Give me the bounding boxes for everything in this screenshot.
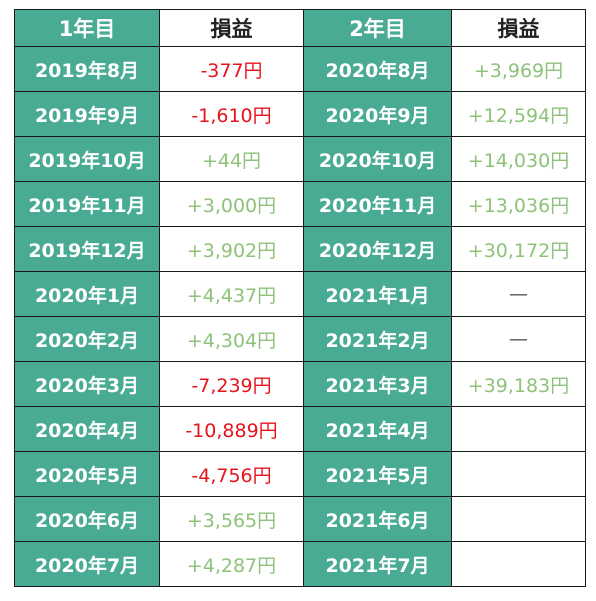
pl2-header: 損益 (451, 9, 586, 47)
year1-month-cell: 2019年11月 (14, 181, 160, 227)
year2-profit-loss-cell: +13,036円 (451, 181, 586, 227)
year2-month-cell: 2021年1月 (303, 271, 452, 317)
year1-profit-loss-cell: +3,565円 (159, 496, 304, 542)
year1-month-cell: 2019年10月 (14, 136, 160, 182)
table-row: 2019年11月 +3,000円 2020年11月 +13,036円 (14, 181, 586, 227)
year2-month-cell: 2021年3月 (303, 361, 452, 407)
table-row: 2020年5月 -4,756円 2021年5月 (14, 451, 586, 497)
year2-month-cell: 2020年8月 (303, 46, 452, 92)
year2-month-cell: 2021年6月 (303, 496, 452, 542)
year2-month-cell: 2021年2月 (303, 316, 452, 362)
year1-profit-loss-cell: +4,304円 (159, 316, 304, 362)
table-body: 2019年8月 -377円 2020年8月 +3,969円 2019年9月 -1,610円… (14, 46, 586, 587)
pl1-header: 損益 (159, 9, 304, 47)
year1-profit-loss-cell: -7,239円 (159, 361, 304, 407)
year1-month-cell: 2019年9月 (14, 91, 160, 137)
year1-month-cell: 2019年8月 (14, 46, 160, 92)
year2-month-cell: 2020年9月 (303, 91, 452, 137)
year1-profit-loss-cell: -1,610円 (159, 91, 304, 137)
table-row: 2020年7月 +4,287円 2021年7月 (14, 541, 586, 587)
year2-profit-loss-cell: +30,172円 (451, 226, 586, 272)
table-row: 2020年3月 -7,239円 2021年3月 +39,183円 (14, 361, 586, 407)
table-row: 2019年9月 -1,610円 2020年9月 +12,594円 (14, 91, 586, 137)
year2-profit-loss-cell: +39,183円 (451, 361, 586, 407)
year2-profit-loss-cell (451, 496, 586, 542)
table-row: 2020年6月 +3,565円 2021年6月 (14, 496, 586, 542)
year1-month-cell: 2019年12月 (14, 226, 160, 272)
year1-month-cell: 2020年7月 (14, 541, 160, 587)
year2-profit-loss-cell: — (451, 271, 586, 317)
table-row: 2019年10月 +44円 2020年10月 +14,030円 (14, 136, 586, 182)
year1-month-cell: 2020年6月 (14, 496, 160, 542)
year2-profit-loss-cell (451, 541, 586, 587)
year2-month-cell: 2021年5月 (303, 451, 452, 497)
year2-profit-loss-cell (451, 406, 586, 452)
year1-month-cell: 2020年5月 (14, 451, 160, 497)
year1-profit-loss-cell: +4,287円 (159, 541, 304, 587)
year1-month-cell: 2020年3月 (14, 361, 160, 407)
header-row: 1年目 損益 2年目 損益 (14, 9, 586, 47)
year2-month-cell: 2021年4月 (303, 406, 452, 452)
year2-month-cell: 2021年7月 (303, 541, 452, 587)
table-row: 2020年1月 +4,437円 2021年1月 — (14, 271, 586, 317)
year1-header: 1年目 (14, 9, 160, 47)
year2-month-cell: 2020年10月 (303, 136, 452, 182)
year2-header: 2年目 (303, 9, 452, 47)
year2-month-cell: 2020年11月 (303, 181, 452, 227)
table-row: 2019年12月 +3,902円 2020年12月 +30,172円 (14, 226, 586, 272)
table-row: 2020年4月 -10,889円 2021年4月 (14, 406, 586, 452)
year1-profit-loss-cell: +4,437円 (159, 271, 304, 317)
profit-loss-table: 1年目 損益 2年目 損益 2019年8月 -377円 2020年8月 +3,969円… (14, 9, 586, 587)
year2-profit-loss-cell: — (451, 316, 586, 362)
year1-profit-loss-cell: -4,756円 (159, 451, 304, 497)
year2-profit-loss-cell: +14,030円 (451, 136, 586, 182)
year2-profit-loss-cell: +12,594円 (451, 91, 586, 137)
year1-month-cell: 2020年1月 (14, 271, 160, 317)
year1-profit-loss-cell: +3,902円 (159, 226, 304, 272)
year1-profit-loss-cell: +44円 (159, 136, 304, 182)
year2-profit-loss-cell: +3,969円 (451, 46, 586, 92)
year1-profit-loss-cell: -377円 (159, 46, 304, 92)
year2-month-cell: 2020年12月 (303, 226, 452, 272)
table-row: 2020年2月 +4,304円 2021年2月 — (14, 316, 586, 362)
table-row: 2019年8月 -377円 2020年8月 +3,969円 (14, 46, 586, 92)
year2-profit-loss-cell (451, 451, 586, 497)
year1-profit-loss-cell: +3,000円 (159, 181, 304, 227)
year1-month-cell: 2020年2月 (14, 316, 160, 362)
year1-month-cell: 2020年4月 (14, 406, 160, 452)
year1-profit-loss-cell: -10,889円 (159, 406, 304, 452)
